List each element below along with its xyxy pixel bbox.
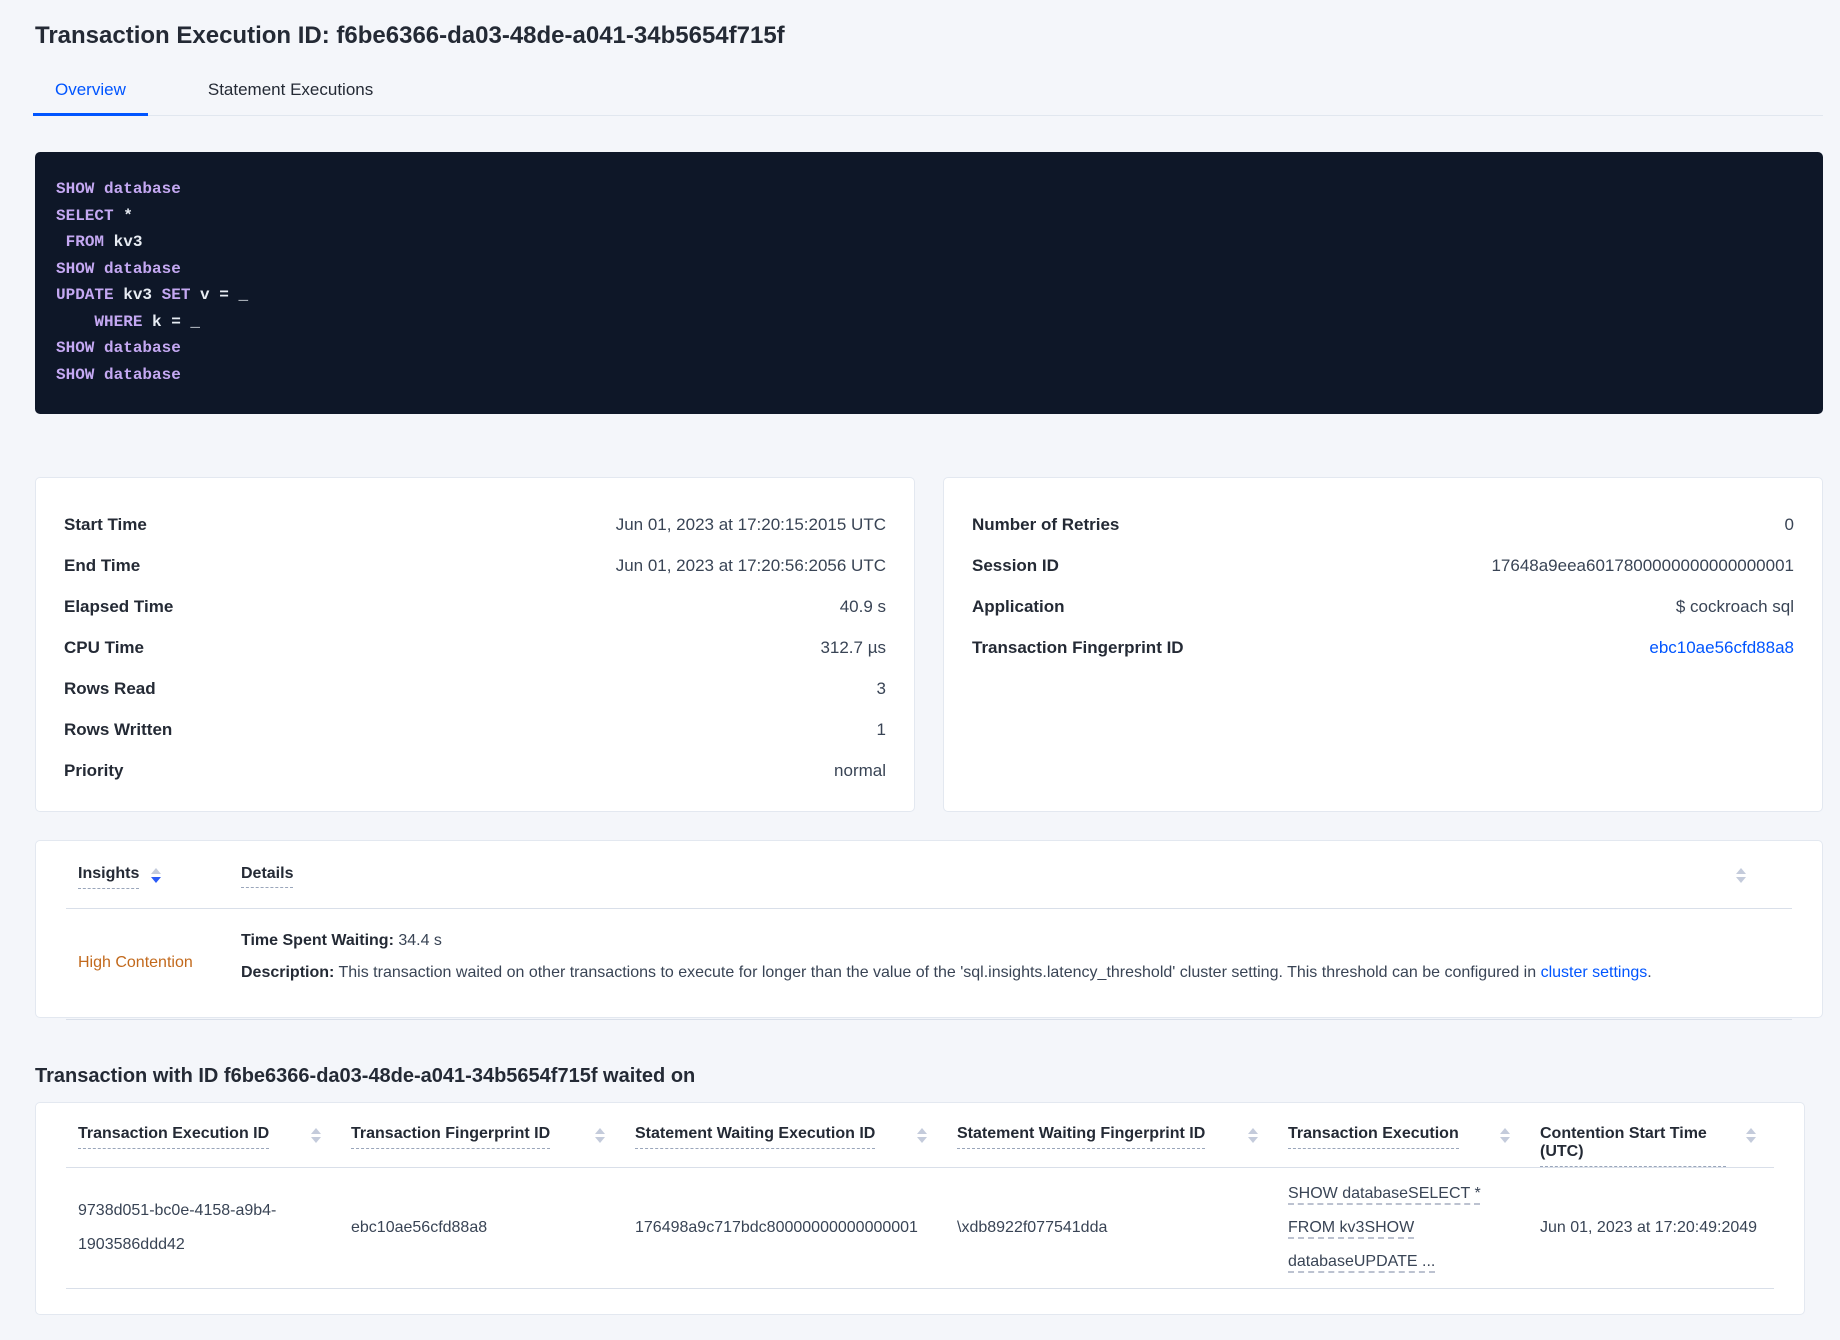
column-header-contention-start-time-utc[interactable]: Contention Start Time (UTC) xyxy=(1528,1125,1774,1167)
stat-value: 3 xyxy=(876,678,886,698)
sort-icon[interactable] xyxy=(1746,1125,1756,1143)
stat-row-application: Application $ cockroach sql xyxy=(972,586,1794,627)
stat-row-end-time: End Time Jun 01, 2023 at 17:20:56:2056 UT… xyxy=(64,545,886,586)
stat-row-number-of-retries: Number of Retries 0 xyxy=(972,504,1794,545)
stat-label: Session ID xyxy=(972,555,1059,575)
column-header-insights-label: Insights xyxy=(78,865,140,889)
transaction-execution-link[interactable]: SHOW databaseSELECT * FROM kv3SHOW datab… xyxy=(1288,1185,1481,1270)
stat-label: Priority xyxy=(64,760,124,780)
stat-label: End Time xyxy=(64,555,141,575)
insight-details-cell: Time Spent Waiting: 34.4 s Description: … xyxy=(241,931,1652,995)
sql-line: SELECT * xyxy=(56,206,133,225)
sort-icon[interactable] xyxy=(595,1125,605,1143)
sql-line: SHOW database xyxy=(56,259,181,278)
stat-label: CPU Time xyxy=(64,637,144,657)
stat-value: $ cockroach sql xyxy=(1675,596,1794,616)
column-header-label: Transaction Fingerprint ID xyxy=(351,1125,551,1149)
column-header-statement-waiting-fingerprint-id[interactable]: Statement Waiting Fingerprint ID xyxy=(945,1125,1276,1167)
sql-line: SHOW database xyxy=(56,365,181,384)
column-header-transaction-execution-id[interactable]: Transaction Execution ID xyxy=(66,1125,339,1167)
sort-icon[interactable] xyxy=(311,1125,321,1143)
insight-description: Description: This transaction waited on … xyxy=(241,964,1652,981)
stat-label: Elapsed Time xyxy=(64,596,174,616)
sql-line: SHOW database xyxy=(56,180,181,198)
time-spent-waiting: Time Spent Waiting: 34.4 s xyxy=(241,932,442,949)
stat-value: Jun 01, 2023 at 17:20:15:2015 UTC xyxy=(615,514,886,534)
stat-label: Number of Retries xyxy=(972,514,1120,534)
waited-on-table-card: Transaction Execution ID Transaction Fing… xyxy=(35,1102,1805,1315)
summary-cards: Start Time Jun 01, 2023 at 17:20:15:2015 … xyxy=(35,477,1823,812)
stat-row-session-id: Session ID 17648a9eea60178000000000000000… xyxy=(972,545,1794,586)
column-header-insights[interactable]: Insights xyxy=(78,865,241,889)
stat-row-cpu-time: CPU Time 312.7 µs xyxy=(64,627,886,668)
cell-transaction-fingerprint-id: ebc10ae56cfd88a8 xyxy=(351,1219,488,1236)
tab-overview[interactable]: Overview xyxy=(33,80,148,116)
stat-label: Transaction Fingerprint ID xyxy=(972,637,1184,657)
stat-row-start-time: Start Time Jun 01, 2023 at 17:20:15:2015 … xyxy=(64,504,886,545)
transaction-details-page: Transaction Execution ID: f6be6366-da03-… xyxy=(0,22,1840,1315)
sql-line: FROM kv3 xyxy=(65,233,143,251)
stat-value: Jun 01, 2023 at 17:20:56:2056 UTC xyxy=(615,555,886,575)
stat-value: 0 xyxy=(1784,514,1794,534)
tab-statement-executions[interactable]: Statement Executions xyxy=(207,80,374,99)
tab-bar: Overview Statement Executions xyxy=(33,80,1823,116)
cell-statement-waiting-execution-id: 176498a9c717bdc80000000000000001 xyxy=(635,1219,918,1236)
page-title: Transaction Execution ID: f6be6366-da03-… xyxy=(35,22,785,49)
stat-label: Start Time xyxy=(64,514,147,534)
insight-row: High Contention Time Spent Waiting: 34.4… xyxy=(66,909,1792,1020)
cluster-settings-link[interactable]: cluster settings xyxy=(1540,964,1648,981)
column-header-transaction-fingerprint-id[interactable]: Transaction Fingerprint ID xyxy=(339,1125,623,1167)
sort-icon[interactable] xyxy=(1736,865,1746,883)
stat-label: Application xyxy=(972,596,1065,616)
stat-value: 40.9 s xyxy=(839,596,886,616)
waited-on-heading: Transaction with ID f6be6366-da03-48de-a… xyxy=(35,1065,696,1087)
sort-icon[interactable] xyxy=(1500,1125,1510,1143)
cell-contention-start-time: Jun 01, 2023 at 17:20:49:2049 xyxy=(1540,1219,1758,1236)
session-stats-card: Number of Retries 0 Session ID 17648a9eea60… xyxy=(943,477,1823,812)
column-header-label: Transaction Execution xyxy=(1288,1125,1459,1149)
column-header-details[interactable]: Details xyxy=(241,865,294,888)
cell-statement-waiting-fingerprint-id: \xdb8922f077541dda xyxy=(957,1219,1108,1236)
insight-type-cell: High Contention xyxy=(78,931,241,995)
execution-stats-card: Start Time Jun 01, 2023 at 17:20:15:2015 … xyxy=(35,477,915,812)
column-header-label: Transaction Execution ID xyxy=(78,1125,270,1149)
stat-row-transaction-fingerprint-id: Transaction Fingerprint ID ebc10ae56cfd88… xyxy=(972,627,1794,668)
column-header-statement-waiting-execution-id[interactable]: Statement Waiting Execution ID xyxy=(623,1125,945,1167)
cell-transaction-execution-id: 9738d051-bc0e-4158-a9b4-1903586ddd42 xyxy=(78,1202,277,1253)
transaction-fingerprint-link[interactable]: ebc10ae56cfd88a8 xyxy=(1649,637,1794,657)
stat-value: normal xyxy=(834,760,886,780)
table-row: 9738d051-bc0e-4158-a9b4-1903586ddd42 ebc… xyxy=(66,1168,1774,1289)
sort-icon[interactable] xyxy=(1248,1125,1258,1143)
insights-table-card: Insights Details High Contention Time Sp… xyxy=(35,840,1823,1020)
sql-line: WHERE k = _ xyxy=(94,312,201,331)
insights-table-header: Insights Details xyxy=(66,841,1792,909)
stat-value: 312.7 µs xyxy=(820,637,886,657)
waited-on-table-header: Transaction Execution ID Transaction Fing… xyxy=(66,1103,1774,1168)
column-header-details-label: Details xyxy=(241,865,294,888)
stat-row-rows-read: Rows Read 3 xyxy=(64,668,886,709)
stat-value: 1 xyxy=(876,719,886,739)
stat-row-priority: Priority normal xyxy=(64,750,886,791)
sort-icon[interactable] xyxy=(917,1125,927,1143)
column-header-label: Contention Start Time (UTC) xyxy=(1540,1125,1726,1167)
stat-value: 17648a9eea6017800000000000000001 xyxy=(1491,555,1794,575)
column-header-transaction-execution[interactable]: Transaction Execution xyxy=(1276,1125,1528,1167)
stat-row-rows-written: Rows Written 1 xyxy=(64,709,886,750)
sql-line: UPDATE kv3 SET v = _ xyxy=(56,286,249,304)
sort-icon[interactable] xyxy=(151,865,162,883)
sql-line: SHOW database xyxy=(56,339,181,357)
column-header-label: Statement Waiting Fingerprint ID xyxy=(957,1125,1206,1149)
column-header-label: Statement Waiting Execution ID xyxy=(635,1125,876,1149)
stat-row-elapsed-time: Elapsed Time 40.9 s xyxy=(64,586,886,627)
high-contention-badge: High Contention xyxy=(78,954,193,971)
stat-label: Rows Written xyxy=(64,719,173,739)
stat-label: Rows Read xyxy=(64,678,156,698)
sql-statements-box: SHOW database SELECT * FROM kv3 SHOW datab… xyxy=(35,152,1823,414)
